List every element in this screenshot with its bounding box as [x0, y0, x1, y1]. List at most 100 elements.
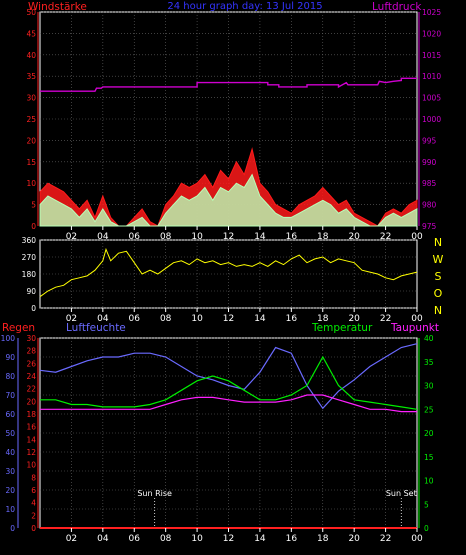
- x-tick-label: 06: [129, 534, 141, 544]
- temperature-series: [40, 355, 418, 410]
- humidity-tick-label: 70: [5, 391, 15, 400]
- x-tick-label: 06: [129, 314, 141, 324]
- compass-label: N: [434, 236, 442, 249]
- compass-label: O: [434, 287, 443, 300]
- x-tick-label: 18: [317, 232, 329, 242]
- sun-marker-label: Sun Rise: [137, 489, 172, 498]
- x-tick-label: 00: [411, 232, 423, 242]
- direction-tick-label: 180: [22, 270, 37, 279]
- x-tick-label: 02: [66, 534, 77, 544]
- humidity-tick-label: 50: [5, 429, 15, 438]
- rain-tick-label: 30: [26, 334, 36, 343]
- x-tick-label: 16: [286, 534, 298, 544]
- direction-tick-label: 270: [22, 253, 37, 262]
- rain-tick-label: 18: [26, 410, 36, 419]
- dewpoint-axis-label: Taupunkt: [390, 322, 439, 334]
- x-tick-label: 14: [254, 232, 266, 242]
- wind-tick-label: 5: [31, 201, 36, 210]
- wind-tick-label: 30: [26, 94, 36, 103]
- rain-tick-label: 26: [26, 359, 36, 368]
- wind-average-series: [39, 173, 418, 227]
- wind-tick-label: 50: [26, 8, 36, 17]
- temperature-tick-label: 15: [424, 453, 434, 462]
- pressure-tick-label: 1015: [422, 51, 441, 60]
- direction-tick-label: 360: [22, 236, 37, 245]
- x-tick-label: 00: [411, 534, 423, 544]
- x-tick-label: 16: [286, 232, 298, 242]
- wind-tick-label: 45: [26, 29, 36, 38]
- wind-tick-label: 0: [31, 222, 36, 231]
- pressure-tick-label: 1010: [422, 72, 441, 81]
- wind-tick-label: 10: [26, 179, 36, 188]
- x-tick-label: 06: [129, 232, 141, 242]
- humidity-series: [39, 343, 418, 410]
- rain-tick-label: 16: [26, 423, 36, 432]
- rain-tick-label: 12: [26, 448, 36, 457]
- compass-label: N: [434, 304, 442, 317]
- direction-tick-label: 0: [31, 304, 36, 313]
- pressure-tick-label: 1005: [422, 94, 441, 103]
- x-tick-label: 20: [348, 232, 360, 242]
- temperature-tick-label: 20: [424, 429, 434, 438]
- temperature-tick-label: 5: [424, 500, 429, 509]
- rain-tick-label: 8: [31, 473, 36, 482]
- pressure-tick-label: 995: [422, 136, 437, 145]
- x-tick-label: 08: [160, 314, 172, 324]
- wind-tick-label: 20: [26, 136, 36, 145]
- temperature-tick-label: 35: [424, 358, 434, 367]
- pressure-tick-label: 990: [422, 158, 437, 167]
- x-tick-label: 02: [66, 314, 77, 324]
- humidity-tick-label: 80: [5, 372, 15, 381]
- wind-tick-label: 25: [26, 115, 36, 124]
- x-tick-label: 20: [348, 534, 360, 544]
- wind-direction-series: [39, 247, 418, 298]
- rain-tick-label: 0: [31, 524, 36, 533]
- pressure-tick-label: 975: [422, 222, 437, 231]
- pressure-tick-label: 1000: [422, 115, 441, 124]
- pressure-tick-label: 980: [422, 201, 437, 210]
- x-tick-label: 22: [380, 534, 391, 544]
- x-tick-label: 00: [411, 314, 423, 324]
- rain-tick-label: 14: [26, 435, 36, 444]
- compass-label: W: [433, 253, 444, 266]
- x-tick-label: 04: [97, 534, 109, 544]
- pressure-series: [40, 77, 417, 92]
- rain-tick-label: 6: [31, 486, 36, 495]
- rain-tick-label: 2: [31, 511, 36, 520]
- rain-tick-label: 20: [26, 397, 36, 406]
- rain-axis-label: Regen: [2, 322, 35, 334]
- temp-humidity-frame: [39, 337, 418, 529]
- humidity-tick-label: 10: [5, 505, 15, 514]
- humidity-axis-label: Luftfeuchte: [66, 322, 126, 334]
- pressure-tick-label: 1020: [422, 29, 441, 38]
- x-tick-label: 10: [191, 534, 203, 544]
- humidity-tick-label: 60: [5, 410, 15, 419]
- wind-tick-label: 40: [26, 51, 36, 60]
- x-tick-label: 04: [97, 314, 109, 324]
- humidity-tick-label: 100: [1, 334, 16, 343]
- x-tick-label: 20: [348, 314, 360, 324]
- x-tick-label: 12: [223, 534, 234, 544]
- rain-tick-label: 22: [26, 385, 36, 394]
- x-tick-label: 10: [191, 314, 203, 324]
- x-tick-label: 04: [97, 232, 109, 242]
- rain-tick-label: 24: [26, 372, 36, 381]
- x-tick-label: 12: [223, 232, 234, 242]
- temperature-tick-label: 10: [424, 477, 434, 486]
- x-tick-label: 08: [160, 534, 172, 544]
- x-tick-label: 14: [254, 314, 266, 324]
- temperature-tick-label: 25: [424, 405, 434, 414]
- wind-axis-label: Windstärke: [28, 1, 87, 13]
- temp-humidity-panel: Regen Luftfeuchte Temperatur Taupunkt 0 1…: [1, 322, 439, 544]
- rain-tick-label: 10: [26, 461, 36, 470]
- sun-marker-label: Sun Set: [386, 489, 417, 498]
- x-tick-label: 14: [254, 534, 266, 544]
- humidity-tick-label: 30: [5, 467, 15, 476]
- humidity-tick-label: 40: [5, 448, 15, 457]
- rain-tick-label: 28: [26, 347, 36, 356]
- page-title: 24 hour graph day: 13 Jul 2015: [167, 1, 322, 12]
- temperature-tick-label: 40: [424, 334, 434, 343]
- pressure-tick-label: 985: [422, 179, 437, 188]
